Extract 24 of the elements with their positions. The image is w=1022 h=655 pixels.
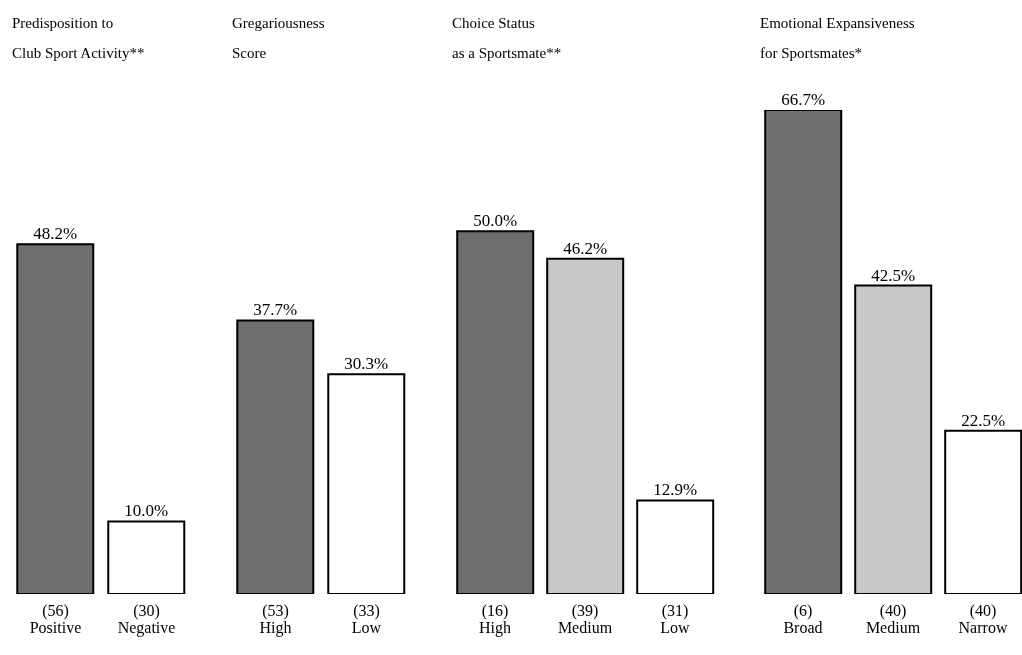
x-tick-label: (31) Low (660, 602, 691, 636)
x-tick-label: (39) Medium (557, 602, 613, 636)
data-label: 12.9% (653, 480, 698, 500)
x-tick-label: (33) Low (351, 602, 382, 636)
x-tick-label: (56) Positive (29, 602, 82, 636)
chart-title: Emotional Expansiveness for Sportsmates* (759, 14, 916, 63)
data-label: 42.5% (871, 265, 916, 285)
x-tick-label: (30) Negative (117, 602, 176, 637)
x-tick-label: (40) Narrow (958, 602, 1008, 636)
data-label: 22.5% (961, 410, 1006, 430)
data-label: 66.7% (781, 90, 826, 109)
x-tick-label: (53) High (259, 602, 292, 637)
chart-title: Choice Status as a Sportsmate** (451, 14, 563, 63)
x-tick-label: (40) Medium (865, 602, 921, 636)
data-label: 30.3% (344, 354, 389, 374)
chart-title: Gregariousness Score (231, 14, 326, 63)
x-tick-label: (6) Broad (783, 602, 823, 636)
data-label: 10.0% (124, 501, 169, 521)
data-label: 37.7% (253, 300, 298, 320)
data-label: 46.2% (563, 238, 608, 258)
chart-title: Predisposition to Club Sport Activity** (11, 14, 146, 63)
x-tick-label: (16) High (479, 602, 511, 637)
data-label: 48.2% (33, 224, 78, 244)
data-label: 50.0% (473, 211, 518, 231)
